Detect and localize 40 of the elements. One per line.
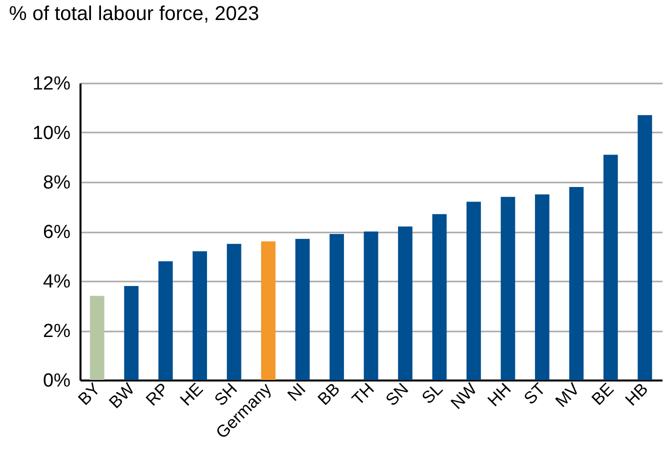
y-tick-label: 0% bbox=[43, 370, 71, 392]
y-tick-label: 12% bbox=[32, 74, 71, 94]
x-tick-label: BE bbox=[588, 379, 618, 409]
x-tick-label: BB bbox=[314, 379, 344, 409]
x-tick-label: SN bbox=[382, 379, 412, 410]
bar bbox=[466, 202, 481, 380]
x-tick-label: HB bbox=[622, 379, 652, 410]
x-tick-label: HE bbox=[176, 379, 207, 410]
bar bbox=[534, 194, 550, 380]
x-tick-label: ST bbox=[520, 379, 550, 408]
bar bbox=[226, 244, 242, 380]
bar bbox=[569, 186, 584, 380]
bar bbox=[432, 214, 447, 380]
bar bbox=[90, 296, 104, 380]
x-tick-label: NI bbox=[284, 379, 310, 405]
bar bbox=[500, 196, 516, 380]
y-tick-label: 6% bbox=[43, 222, 71, 243]
y-tick-label: 8% bbox=[43, 172, 71, 194]
bar bbox=[261, 241, 276, 380]
chart-title: % of total labour force, 2023 bbox=[9, 3, 260, 25]
x-tick-label: BY bbox=[74, 379, 104, 409]
x-tick-label: NW bbox=[447, 379, 481, 413]
x-tick-label: MV bbox=[552, 378, 584, 411]
bar bbox=[638, 115, 652, 380]
bar bbox=[330, 234, 344, 380]
bar bbox=[398, 226, 412, 380]
bar bbox=[295, 238, 310, 380]
bar bbox=[603, 154, 618, 380]
x-tick-label: HH bbox=[484, 379, 515, 410]
bar bbox=[158, 261, 173, 380]
y-tick-label: 2% bbox=[43, 321, 71, 342]
y-tick-label: 10% bbox=[32, 123, 71, 144]
x-tick-label: SL bbox=[418, 379, 446, 408]
bar bbox=[192, 251, 208, 380]
bar bbox=[124, 286, 139, 380]
x-tick-label: BW bbox=[105, 379, 138, 412]
x-tick-label: TH bbox=[348, 379, 378, 409]
x-tick-label: RP bbox=[142, 379, 172, 410]
y-tick-label: 4% bbox=[43, 272, 71, 292]
bar bbox=[364, 232, 378, 380]
